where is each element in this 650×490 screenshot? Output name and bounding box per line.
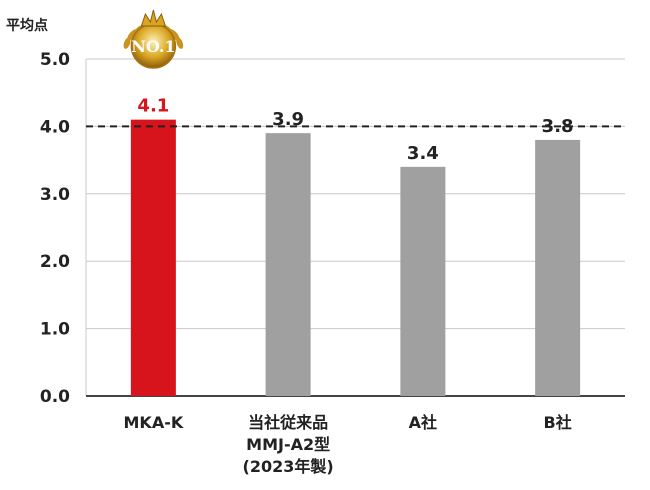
bars bbox=[130, 119, 581, 396]
y-tick-label: 5.0 bbox=[40, 50, 70, 70]
category-label: MMJ-A2型 bbox=[246, 435, 330, 454]
y-tick-label: 0.0 bbox=[40, 387, 70, 407]
laurel-leaf-icon bbox=[176, 37, 184, 49]
badge-text: NO.1 bbox=[131, 37, 175, 56]
category-labels: MKA-K 当社従来品 MMJ-A2型 (2023年製) A社 B社 bbox=[124, 413, 572, 476]
crown-icon bbox=[140, 9, 167, 27]
y-tick-label: 2.0 bbox=[40, 252, 70, 272]
category-label: A社 bbox=[409, 413, 437, 432]
bar bbox=[130, 119, 176, 396]
y-tick-label: 4.0 bbox=[40, 117, 70, 137]
bar bbox=[535, 139, 581, 396]
value-labels: 4.1 3.9 3.4 3.8 bbox=[137, 96, 573, 164]
bar bbox=[400, 166, 446, 396]
category-label: B社 bbox=[544, 413, 572, 432]
bar bbox=[265, 133, 311, 396]
value-label: 3.4 bbox=[407, 143, 439, 164]
y-axis-title: 平均点 bbox=[6, 17, 48, 34]
laurel-leaf-icon bbox=[170, 30, 180, 41]
laurel-leaf-icon bbox=[123, 37, 131, 49]
value-label: 3.9 bbox=[272, 109, 304, 130]
no1-badge: NO.1 bbox=[123, 9, 184, 69]
laurel-leaf-icon bbox=[127, 30, 137, 41]
category-label: 当社従来品 bbox=[248, 413, 328, 432]
category-label: (2023年製) bbox=[243, 457, 334, 476]
y-tick-label: 1.0 bbox=[40, 320, 70, 340]
value-label: 4.1 bbox=[137, 96, 169, 117]
y-tick-labels: 0.0 1.0 2.0 3.0 4.0 5.0 bbox=[40, 50, 70, 407]
value-label: 3.8 bbox=[542, 116, 574, 137]
y-tick-label: 3.0 bbox=[40, 185, 70, 205]
category-label: MKA-K bbox=[124, 413, 184, 432]
